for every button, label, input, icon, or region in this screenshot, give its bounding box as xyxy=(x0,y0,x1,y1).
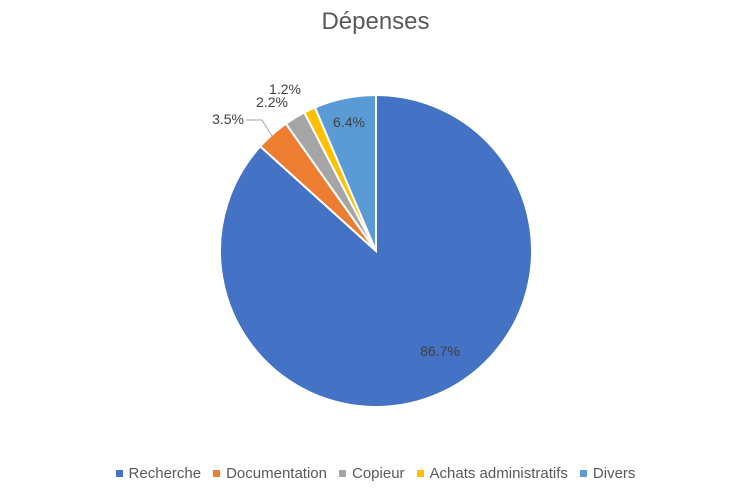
legend-item-divers: Divers xyxy=(579,465,636,482)
leader-line xyxy=(246,119,273,137)
legend-item-recherche: Recherche xyxy=(115,465,202,482)
data-label-recherche: 86.7% xyxy=(420,343,460,359)
data-label-documentation: 3.5% xyxy=(212,111,244,127)
pie-slice-divers xyxy=(313,93,377,252)
legend-swatch xyxy=(213,470,221,477)
legend-swatch xyxy=(339,470,346,477)
legend-item-documentation: Documentation xyxy=(213,465,327,482)
data-label-copieur: 2.2% xyxy=(256,94,288,110)
legend-label: Recherche xyxy=(128,465,202,482)
legend-swatch xyxy=(115,470,123,477)
chart-title: Dépenses xyxy=(321,8,430,35)
legend-item-copieur: Copieur xyxy=(339,465,405,482)
legend-swatch xyxy=(579,470,587,477)
legend-swatch xyxy=(416,470,424,477)
legend-label: Divers xyxy=(592,465,636,482)
legend-item-achats-administratifs: Achats administratifs xyxy=(416,465,568,482)
legend-label: Documentation xyxy=(226,465,327,482)
data-label-divers: 6.4% xyxy=(333,114,365,130)
data-label-achats-administratifs: 1.2% xyxy=(269,81,301,97)
legend-label: Achats administratifs xyxy=(429,465,568,482)
legend-label: Copieur xyxy=(352,465,405,482)
chart-legend: Recherche Documentation Copieur Achats a… xyxy=(0,465,751,482)
